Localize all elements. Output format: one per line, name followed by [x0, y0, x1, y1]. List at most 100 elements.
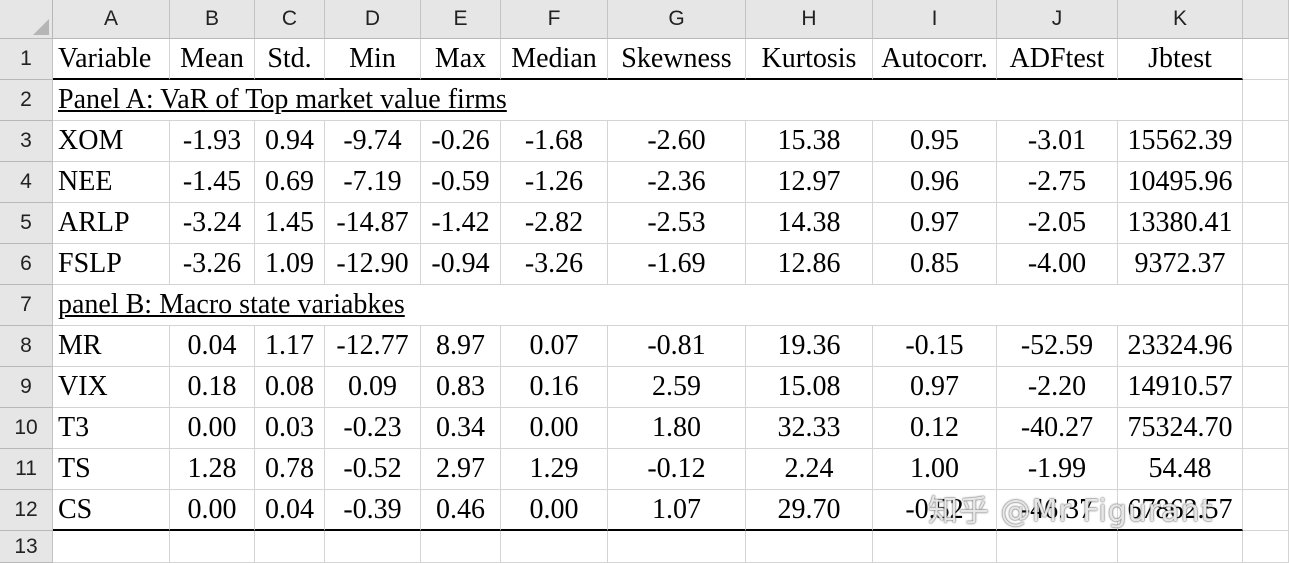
column-header-j[interactable]: J — [997, 0, 1118, 39]
value-cell[interactable]: -9.74 — [325, 121, 421, 162]
cell-empty[interactable] — [746, 531, 873, 563]
column-header-h[interactable]: H — [746, 0, 873, 39]
variable-cell[interactable]: VIX — [53, 367, 170, 408]
column-header-d[interactable]: D — [325, 0, 421, 39]
value-cell[interactable]: 0.00 — [170, 490, 255, 531]
value-cell[interactable]: 1.45 — [255, 203, 325, 244]
value-cell[interactable]: 1.09 — [255, 244, 325, 285]
value-cell[interactable]: 23324.96 — [1118, 326, 1243, 367]
cell-empty[interactable] — [255, 531, 325, 563]
row-header[interactable]: 6 — [0, 244, 53, 285]
value-cell[interactable]: 0.12 — [873, 408, 997, 449]
variable-cell[interactable]: NEE — [53, 162, 170, 203]
header-cell[interactable]: Mean — [170, 39, 255, 80]
variable-cell[interactable]: CS — [53, 490, 170, 531]
value-cell[interactable]: 29.70 — [746, 490, 873, 531]
panel-b-title[interactable]: panel B: Macro state variabkes — [53, 285, 1243, 326]
row-header[interactable]: 9 — [0, 367, 53, 408]
header-cell[interactable]: Skewness — [608, 39, 746, 80]
value-cell[interactable]: 12.86 — [746, 244, 873, 285]
value-cell[interactable]: 15.38 — [746, 121, 873, 162]
value-cell[interactable]: -12.77 — [325, 326, 421, 367]
header-cell[interactable]: Jbtest — [1118, 39, 1243, 80]
value-cell[interactable]: 0.07 — [501, 326, 608, 367]
value-cell[interactable]: 0.04 — [255, 490, 325, 531]
value-cell[interactable]: -3.26 — [170, 244, 255, 285]
variable-cell[interactable]: FSLP — [53, 244, 170, 285]
value-cell[interactable]: 67862.57 — [1118, 490, 1243, 531]
value-cell[interactable]: -2.60 — [608, 121, 746, 162]
row-header[interactable]: 7 — [0, 285, 53, 326]
variable-cell[interactable]: MR — [53, 326, 170, 367]
value-cell[interactable]: 9372.37 — [1118, 244, 1243, 285]
value-cell[interactable]: -0.15 — [873, 326, 997, 367]
value-cell[interactable]: -2.82 — [501, 203, 608, 244]
cell-empty[interactable] — [1243, 121, 1289, 162]
header-cell[interactable]: Min — [325, 39, 421, 80]
value-cell[interactable]: 0.18 — [170, 367, 255, 408]
cell-empty[interactable] — [501, 531, 608, 563]
value-cell[interactable]: 10495.96 — [1118, 162, 1243, 203]
value-cell[interactable]: -0.39 — [325, 490, 421, 531]
value-cell[interactable]: 8.97 — [421, 326, 501, 367]
value-cell[interactable]: -2.20 — [997, 367, 1118, 408]
header-cell[interactable]: ADFtest — [997, 39, 1118, 80]
value-cell[interactable]: 14910.57 — [1118, 367, 1243, 408]
value-cell[interactable]: -4.00 — [997, 244, 1118, 285]
value-cell[interactable]: -0.94 — [421, 244, 501, 285]
value-cell[interactable]: 75324.70 — [1118, 408, 1243, 449]
column-header-empty[interactable] — [1243, 0, 1289, 39]
value-cell[interactable]: -1.42 — [421, 203, 501, 244]
value-cell[interactable]: 1.29 — [501, 449, 608, 490]
value-cell[interactable]: -2.36 — [608, 162, 746, 203]
value-cell[interactable]: 0.97 — [873, 367, 997, 408]
value-cell[interactable]: -2.53 — [608, 203, 746, 244]
value-cell[interactable]: -0.26 — [421, 121, 501, 162]
cell-empty[interactable] — [997, 531, 1118, 563]
value-cell[interactable]: 13380.41 — [1118, 203, 1243, 244]
value-cell[interactable]: 1.80 — [608, 408, 746, 449]
value-cell[interactable]: -1.93 — [170, 121, 255, 162]
value-cell[interactable]: -7.19 — [325, 162, 421, 203]
row-header[interactable]: 8 — [0, 326, 53, 367]
cell-empty[interactable] — [1243, 203, 1289, 244]
header-cell[interactable]: Median — [501, 39, 608, 80]
value-cell[interactable]: 0.08 — [255, 367, 325, 408]
value-cell[interactable]: -0.12 — [608, 449, 746, 490]
cell-empty[interactable] — [1243, 531, 1289, 563]
row-header[interactable]: 4 — [0, 162, 53, 203]
value-cell[interactable]: -12.90 — [325, 244, 421, 285]
cell-empty[interactable] — [1243, 490, 1289, 531]
row-header[interactable]: 3 — [0, 121, 53, 162]
value-cell[interactable]: 0.04 — [170, 326, 255, 367]
column-header-f[interactable]: F — [501, 0, 608, 39]
value-cell[interactable]: -1.69 — [608, 244, 746, 285]
value-cell[interactable]: 2.24 — [746, 449, 873, 490]
column-header-g[interactable]: G — [608, 0, 746, 39]
cell-empty[interactable] — [1243, 285, 1289, 326]
value-cell[interactable]: 2.59 — [608, 367, 746, 408]
value-cell[interactable]: 1.00 — [873, 449, 997, 490]
cell-empty[interactable] — [1243, 39, 1289, 80]
value-cell[interactable]: 54.48 — [1118, 449, 1243, 490]
cell-empty[interactable] — [325, 531, 421, 563]
value-cell[interactable]: 0.34 — [421, 408, 501, 449]
value-cell[interactable]: 0.00 — [170, 408, 255, 449]
column-header-k[interactable]: K — [1118, 0, 1243, 39]
value-cell[interactable]: -40.27 — [997, 408, 1118, 449]
panel-a-title[interactable]: Panel A: VaR of Top market value firms — [53, 80, 1243, 121]
value-cell[interactable]: -0.52 — [873, 490, 997, 531]
column-header-a[interactable]: A — [53, 0, 170, 39]
value-cell[interactable]: -1.99 — [997, 449, 1118, 490]
row-header[interactable]: 11 — [0, 449, 53, 490]
cell-empty[interactable] — [1118, 531, 1243, 563]
value-cell[interactable]: 0.03 — [255, 408, 325, 449]
cell-empty[interactable] — [170, 531, 255, 563]
value-cell[interactable]: -46.37 — [997, 490, 1118, 531]
column-header-e[interactable]: E — [421, 0, 501, 39]
cell-empty[interactable] — [873, 531, 997, 563]
row-header[interactable]: 2 — [0, 80, 53, 121]
value-cell[interactable]: 1.28 — [170, 449, 255, 490]
value-cell[interactable]: -1.26 — [501, 162, 608, 203]
value-cell[interactable]: -2.05 — [997, 203, 1118, 244]
